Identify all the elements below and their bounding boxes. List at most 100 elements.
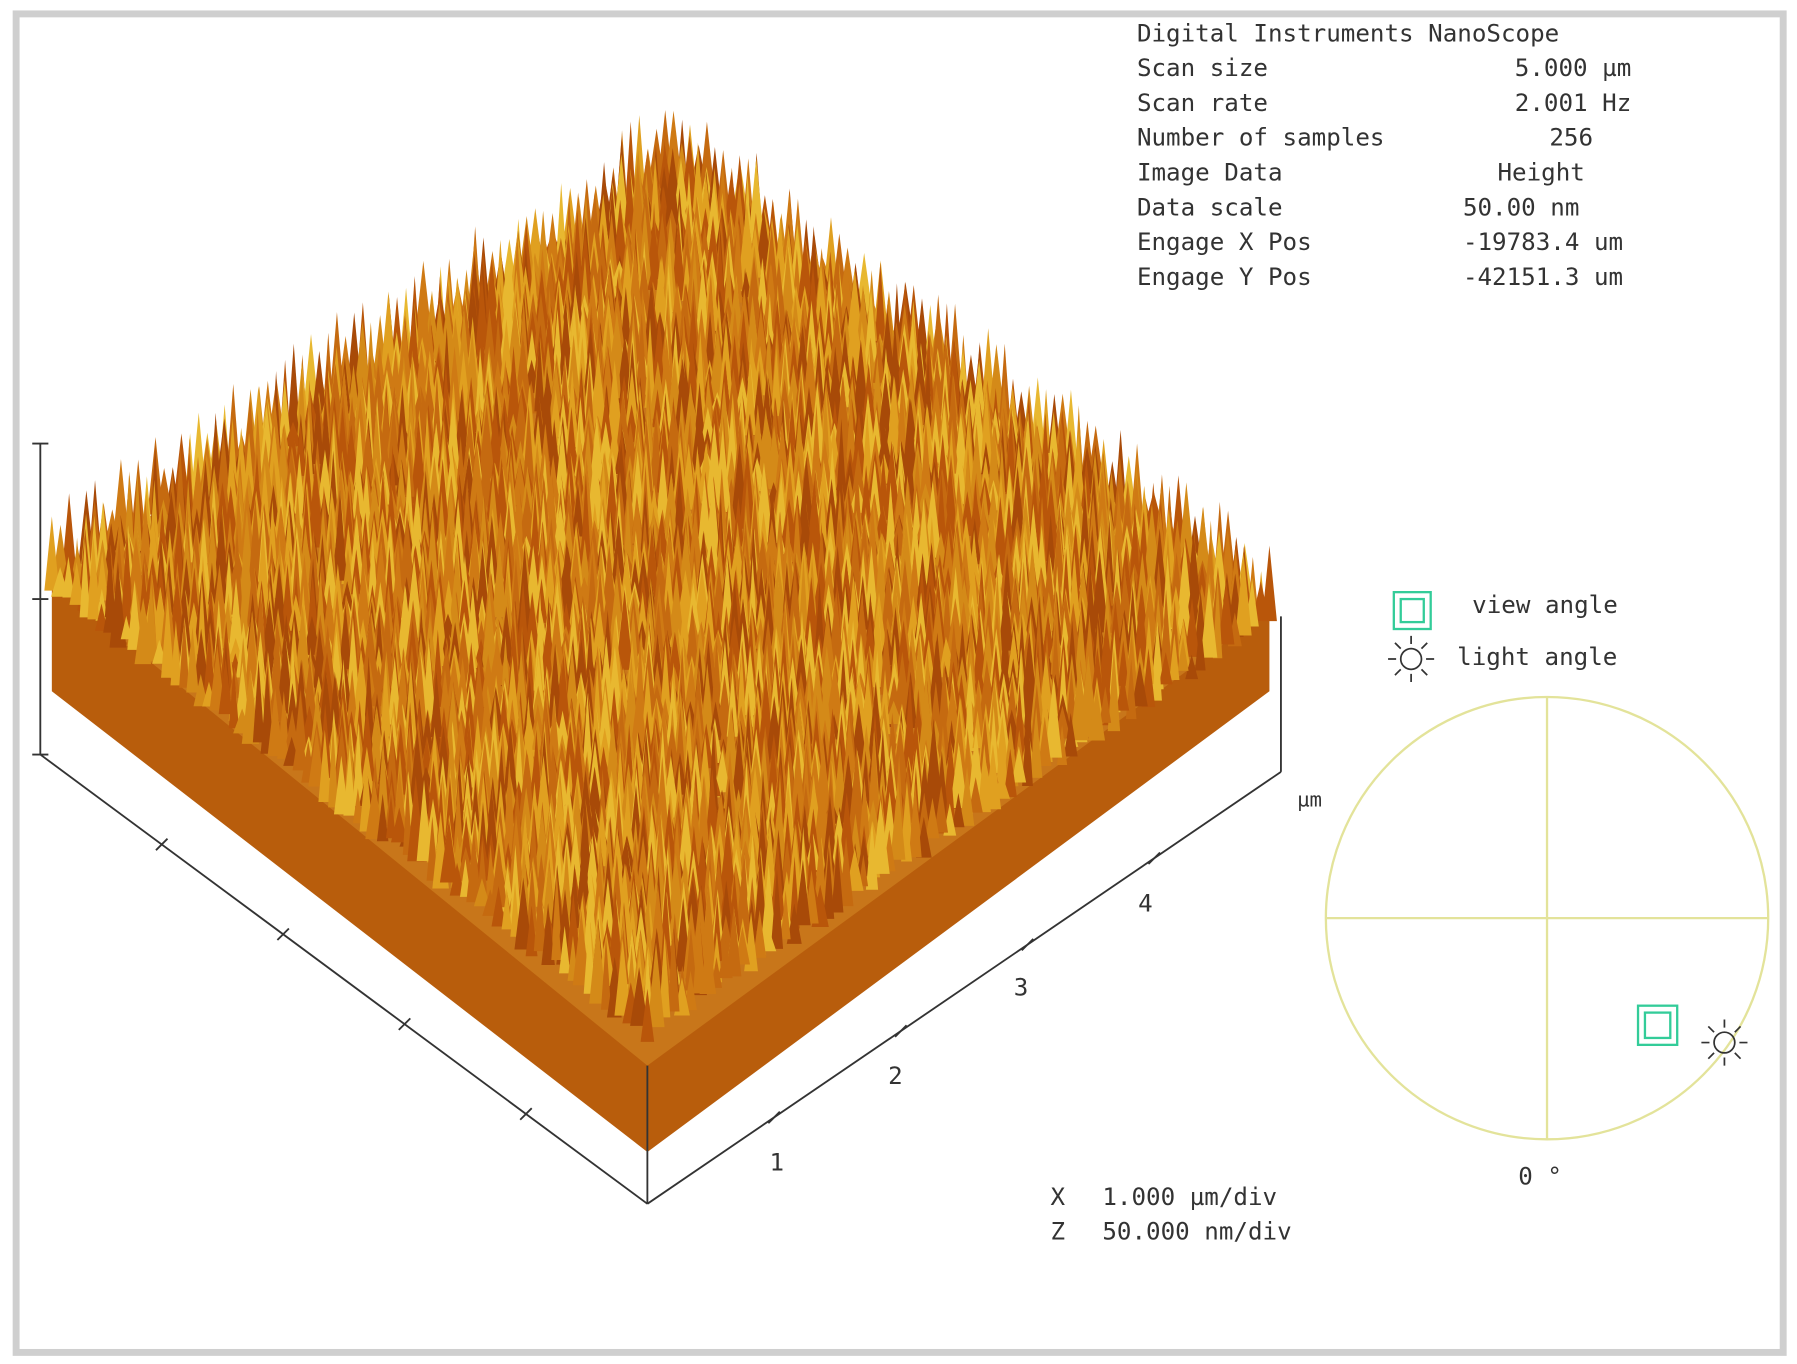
- spike: [228, 666, 239, 729]
- spike: [883, 440, 901, 520]
- spike: [491, 541, 507, 618]
- spike: [618, 552, 635, 613]
- spike: [690, 407, 707, 475]
- spike: [923, 357, 933, 435]
- spike: [564, 645, 580, 728]
- spike: [405, 556, 423, 638]
- spike: [132, 472, 143, 551]
- spike: [500, 636, 511, 700]
- spike: [1184, 598, 1200, 657]
- spike: [391, 541, 405, 622]
- spike: [978, 715, 992, 779]
- spike: [1112, 457, 1128, 535]
- spike: [358, 425, 377, 497]
- spike: [888, 324, 902, 409]
- spike: [705, 182, 723, 250]
- spike: [467, 441, 486, 522]
- spike: [879, 619, 893, 695]
- spike: [1063, 712, 1078, 757]
- spike: [534, 335, 545, 412]
- spike: [1171, 475, 1185, 546]
- spike: [248, 497, 262, 582]
- spike: [425, 760, 442, 842]
- spike: [900, 781, 914, 850]
- spike: [968, 727, 984, 800]
- spike: [718, 320, 734, 403]
- spike: [931, 294, 946, 380]
- spike: [370, 364, 387, 429]
- spike: [618, 339, 630, 409]
- spike: [1131, 661, 1148, 707]
- spike: [387, 404, 401, 475]
- spike: [352, 788, 363, 824]
- spike: [568, 537, 583, 609]
- spike: [949, 742, 968, 809]
- spike: [1185, 654, 1199, 680]
- spike: [874, 504, 891, 545]
- spike: [277, 726, 290, 759]
- spike: [896, 379, 908, 462]
- spike: [196, 518, 211, 603]
- spike: [850, 411, 867, 480]
- spike: [988, 705, 999, 774]
- spike: [495, 239, 506, 313]
- spike: [1099, 686, 1112, 723]
- spike: [350, 453, 366, 526]
- spike: [44, 516, 60, 591]
- spike: [432, 375, 442, 448]
- spike: [203, 628, 216, 695]
- spike: [252, 659, 265, 743]
- spike: [478, 687, 494, 761]
- spike: [452, 778, 464, 863]
- spike: [1073, 605, 1088, 692]
- spike: [62, 556, 75, 598]
- spike: [917, 679, 936, 763]
- spike: [1079, 486, 1091, 569]
- spike: [267, 670, 286, 722]
- spike: [594, 804, 610, 867]
- spike: [952, 436, 967, 505]
- spike: [757, 736, 771, 816]
- spike: [938, 636, 954, 678]
- spike: [271, 569, 287, 646]
- spike: [370, 407, 383, 487]
- spike: [738, 202, 755, 276]
- spike: [433, 629, 443, 692]
- spike: [462, 770, 473, 821]
- spike: [770, 348, 782, 417]
- spike: [585, 192, 604, 277]
- spike: [902, 429, 916, 512]
- spike: [530, 703, 545, 740]
- spike: [641, 643, 656, 711]
- spike: [682, 382, 699, 452]
- spike: [597, 685, 613, 753]
- spike: [648, 128, 665, 182]
- spike: [732, 497, 745, 547]
- spike: [917, 755, 932, 828]
- spike: [87, 537, 99, 620]
- spike: [857, 777, 872, 856]
- spike: [695, 340, 705, 422]
- spike: [376, 793, 389, 842]
- spike: [970, 385, 986, 463]
- spike: [792, 498, 802, 576]
- spike: [896, 558, 914, 638]
- spike: [346, 617, 360, 701]
- spike: [517, 748, 536, 829]
- spike: [502, 723, 519, 806]
- spike: [492, 628, 502, 696]
- spike: [440, 522, 458, 608]
- spike: [1177, 637, 1189, 671]
- spike: [914, 510, 933, 587]
- spike: [872, 335, 886, 383]
- spike: [566, 334, 582, 412]
- spike: [343, 747, 356, 816]
- spike: [848, 746, 865, 833]
- spike: [1024, 543, 1040, 624]
- spike: [461, 800, 473, 844]
- spike: [328, 722, 339, 808]
- spike: [79, 539, 91, 618]
- spike: [430, 671, 443, 738]
- spike: [841, 308, 852, 354]
- spike: [61, 493, 77, 575]
